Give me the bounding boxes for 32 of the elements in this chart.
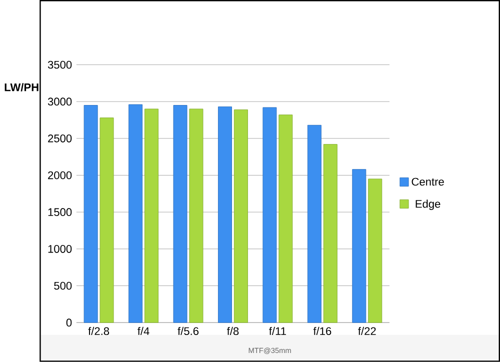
x-tick-label: f/4 xyxy=(138,326,150,336)
x-tick-label: f/2.8 xyxy=(88,326,110,336)
legend-label: Centre xyxy=(412,178,444,186)
x-tick-label: f/5.6 xyxy=(178,326,199,336)
bar xyxy=(84,105,98,323)
y-tick-label: 500 xyxy=(54,282,72,290)
bar xyxy=(234,110,248,323)
bar xyxy=(368,178,382,323)
bar xyxy=(262,107,277,323)
bar xyxy=(323,144,338,323)
x-tick-label: f/8 xyxy=(226,326,239,336)
bar xyxy=(307,124,322,323)
y-tick-label: 3500 xyxy=(48,60,72,69)
bar xyxy=(128,104,143,323)
bar xyxy=(352,169,366,323)
x-tick-label: f/16 xyxy=(313,326,332,336)
y-tick-label: 1000 xyxy=(48,245,72,253)
x-tick-label: f/22 xyxy=(358,326,376,336)
y-tick-label: 2500 xyxy=(48,134,72,142)
x-tick-label: f/11 xyxy=(269,326,286,336)
bar xyxy=(144,108,158,323)
bar xyxy=(173,105,188,323)
bar xyxy=(189,108,204,323)
bar xyxy=(218,106,232,323)
y-tick-label: 1500 xyxy=(48,208,72,216)
y-tick-label: 3000 xyxy=(48,98,72,106)
bar xyxy=(100,118,114,323)
y-tick-label: 2000 xyxy=(48,171,72,180)
legend-label: Edge xyxy=(416,200,440,210)
bar xyxy=(278,114,293,323)
y-axis-title: LW/PH xyxy=(4,83,38,92)
y-tick-label: 0 xyxy=(66,318,72,327)
